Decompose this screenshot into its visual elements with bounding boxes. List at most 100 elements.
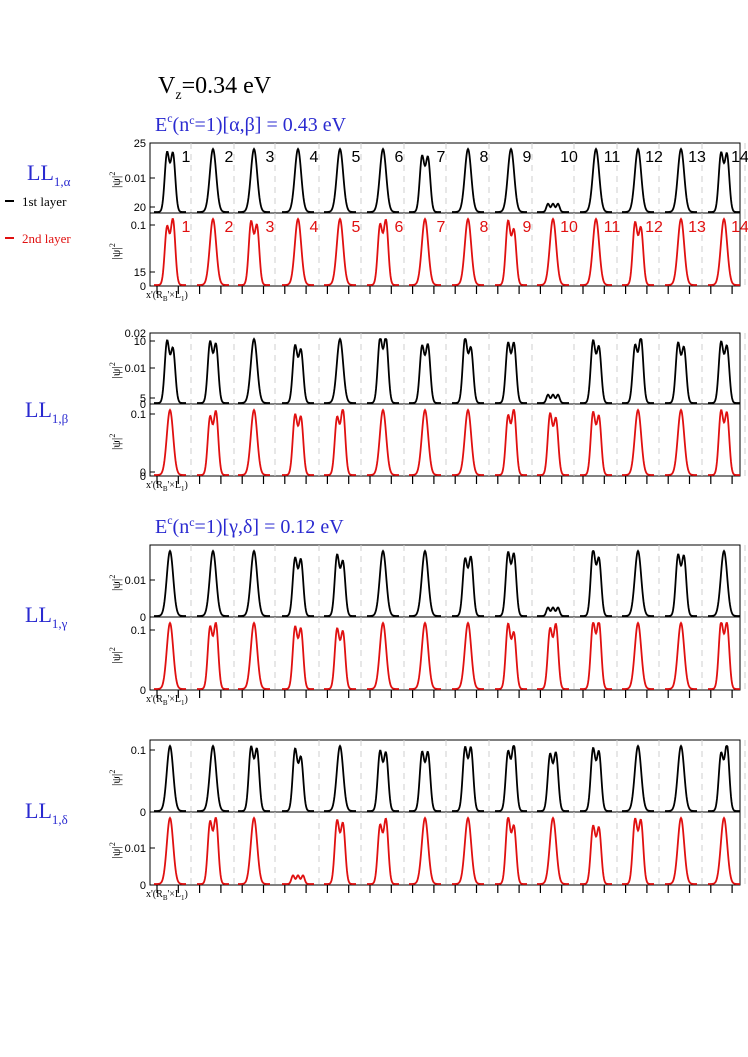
peak-bottom-4	[282, 625, 314, 690]
ll-label-gamma: LL1,γ	[25, 602, 68, 631]
peak-top-7	[409, 750, 441, 812]
peak-top-14	[708, 745, 740, 812]
panel-frame-2-bottom	[149, 403, 741, 477]
y-tick-label: 0	[140, 467, 146, 479]
x-axis-label: x'(RB'×L1)	[146, 694, 188, 707]
peak-top-2	[197, 340, 229, 404]
peak-top-9	[495, 147, 527, 213]
peak-top-12	[622, 147, 654, 213]
peak-top-6	[367, 147, 399, 213]
peak-top-5	[324, 337, 356, 404]
peak-top-2	[197, 549, 229, 617]
peak-top-14	[708, 549, 740, 617]
peak-bottom-10	[537, 412, 569, 476]
peak-bottom-8	[452, 408, 484, 476]
peak-bottom-4	[282, 874, 314, 885]
peak-bottom-12	[622, 408, 654, 476]
peak-number-label: 10	[560, 219, 578, 236]
panel-frame-2-top	[149, 332, 741, 405]
peak-number-label: 13	[688, 149, 706, 166]
y-axis-label: |ψ|2	[108, 575, 123, 591]
peak-top-10	[537, 751, 569, 812]
peak-bottom-5	[324, 217, 356, 286]
peak-top-1	[154, 549, 186, 617]
y-tick-label: 0.02	[125, 328, 146, 340]
peak-bottom-11	[580, 824, 612, 885]
peak-bottom-9	[495, 409, 527, 476]
peak-number-label: 3	[266, 219, 275, 236]
peak-bottom-7	[409, 816, 441, 885]
peak-top-8	[452, 147, 484, 213]
peak-bottom-11	[580, 411, 612, 476]
peak-top-6	[367, 338, 399, 404]
peak-number-label: 3	[266, 149, 275, 166]
peak-top-7	[409, 343, 441, 404]
y-tick-label: 0.1	[131, 625, 146, 637]
x-axis-label: x'(RB'×L1)	[146, 889, 188, 902]
peak-bottom-1	[154, 621, 186, 690]
peak-bottom-11	[580, 217, 612, 286]
peak-bottom-13	[665, 408, 697, 476]
peak-top-2	[197, 147, 229, 213]
peak-bottom-4	[282, 217, 314, 286]
peak-top-10	[537, 606, 569, 617]
energy-title-ab: Ec(nc=1)[α,β] = 0.43 eV	[155, 111, 347, 136]
peak-top-5	[324, 553, 356, 617]
y-tick-label: 5	[140, 393, 146, 405]
y-tick-label: 0.01	[125, 173, 146, 185]
y-tick-label: 0.01	[125, 843, 146, 855]
peak-bottom-8	[452, 217, 484, 286]
peak-top-13	[665, 341, 697, 404]
peak-bottom-10	[537, 623, 569, 690]
y-tick-label: 0	[140, 281, 146, 293]
peak-top-10	[537, 202, 569, 213]
peak-bottom-3	[238, 621, 270, 690]
y-tick-label: 20	[134, 202, 146, 214]
y-tick-label: 25	[134, 138, 146, 150]
peak-top-4	[282, 747, 314, 812]
peak-top-9	[495, 551, 527, 617]
y-axis-label: |ψ|2	[108, 842, 123, 858]
peak-top-3	[238, 147, 270, 213]
y-axis-label: |ψ|2	[108, 647, 123, 663]
peak-number-label: 7	[437, 149, 446, 166]
y-axis-label: |ψ|2	[108, 362, 123, 378]
ll-label-delta: LL1,δ	[25, 798, 68, 827]
peak-number-label: 6	[395, 149, 404, 166]
peak-top-11	[580, 747, 612, 812]
panel-frame-4-bottom	[149, 811, 741, 886]
peak-bottom-9	[495, 622, 527, 690]
peak-top-4	[282, 556, 314, 617]
peak-bottom-2	[197, 817, 229, 885]
peak-bottom-9	[495, 219, 527, 286]
y-axis-label: |ψ|2	[108, 172, 123, 188]
peak-top-5	[324, 147, 356, 213]
peak-top-8	[452, 555, 484, 617]
peak-top-3	[238, 549, 270, 617]
y-tick-label: 0.01	[125, 575, 146, 587]
peak-bottom-1	[154, 408, 186, 476]
peak-bottom-11	[580, 622, 612, 690]
peak-bottom-12	[622, 817, 654, 885]
peak-top-4	[282, 147, 314, 213]
y-tick-label: 0.1	[131, 409, 146, 421]
peak-bottom-13	[665, 816, 697, 885]
peak-number-label: 8	[480, 149, 489, 166]
peak-number-label: 2	[225, 219, 234, 236]
peak-bottom-13	[665, 217, 697, 286]
peak-top-11	[580, 339, 612, 404]
peak-number-label: 9	[523, 149, 532, 166]
peak-number-label: 12	[645, 219, 663, 236]
peak-top-3	[238, 745, 270, 812]
ll-label-beta: LL1,β	[25, 397, 69, 426]
peak-bottom-2	[197, 410, 229, 476]
legend-label-1st-layer: 1st layer	[22, 194, 67, 209]
peak-number-label: 7	[437, 219, 446, 236]
energy-title-gd: Ec(nc=1)[γ,δ] = 0.12 eV	[155, 513, 344, 538]
peak-number-label: 5	[352, 149, 361, 166]
peak-top-6	[367, 549, 399, 617]
panel-frame-3-top	[149, 544, 741, 618]
peak-bottom-4	[282, 413, 314, 476]
peak-top-1	[154, 339, 186, 404]
peak-bottom-10	[537, 217, 569, 286]
